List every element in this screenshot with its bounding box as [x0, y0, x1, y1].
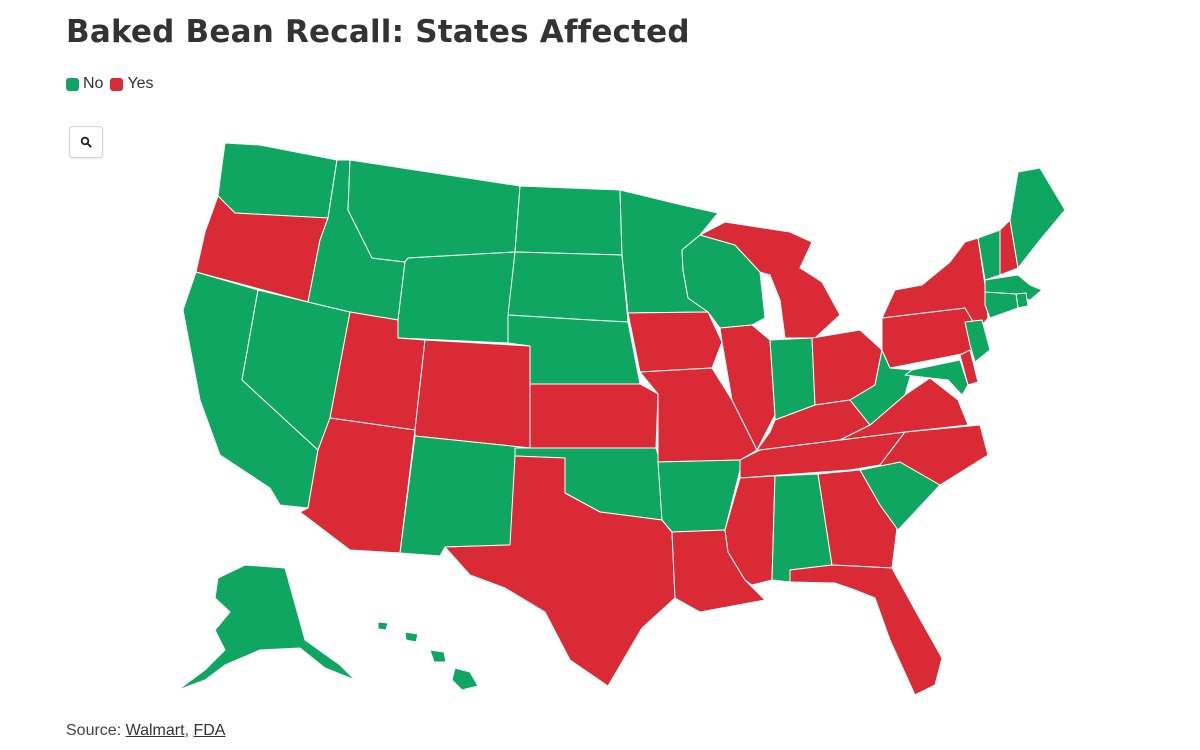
state-texas[interactable] [444, 455, 676, 687]
state-alaska[interactable] [177, 564, 356, 691]
state-hawaii-island-kauai[interactable] [377, 621, 389, 631]
legend: No Yes [66, 75, 161, 93]
state-illinois[interactable] [719, 324, 776, 451]
state-iowa[interactable] [627, 311, 723, 373]
state-hawaii-island-maui[interactable] [429, 649, 447, 663]
legend-item-no[interactable]: No [66, 75, 103, 93]
state-new-jersey[interactable] [964, 319, 991, 363]
state-colorado[interactable] [414, 339, 531, 449]
legend-item-yes[interactable]: Yes [110, 75, 154, 93]
state-florida[interactable] [789, 564, 943, 696]
page-title: Baked Bean Recall: States Affected [66, 14, 690, 50]
state-hawaii[interactable] [451, 667, 479, 691]
state-michigan[interactable] [699, 221, 841, 339]
zoom-search-button[interactable] [69, 126, 103, 158]
source-prefix: Source: [66, 722, 122, 739]
source-separator: , [184, 722, 190, 739]
state-delaware[interactable] [959, 349, 979, 386]
state-arizona[interactable] [299, 417, 416, 554]
legend-swatch-yes [110, 77, 124, 91]
state-north-dakota[interactable] [514, 185, 623, 256]
state-maine[interactable] [1009, 167, 1066, 269]
legend-label-no: No [83, 75, 104, 92]
search-icon [80, 136, 92, 148]
state-connecticut[interactable] [984, 291, 1019, 319]
state-washington[interactable] [217, 142, 338, 219]
source-note: Source: Walmart, FDA [66, 722, 225, 740]
state-montana[interactable] [347, 159, 521, 263]
state-wyoming[interactable] [397, 251, 516, 344]
state-missouri[interactable] [639, 367, 758, 463]
legend-label-yes: Yes [127, 75, 154, 92]
source-link-fda[interactable]: FDA [193, 722, 226, 739]
state-maryland[interactable] [904, 359, 969, 396]
state-west-virginia[interactable] [849, 349, 913, 426]
state-hawaii-island-oahu[interactable] [404, 631, 419, 643]
state-south-dakota[interactable] [507, 251, 629, 323]
state-kansas[interactable] [529, 383, 659, 449]
source-link-walmart[interactable]: Walmart [125, 722, 185, 739]
legend-swatch-no [66, 77, 79, 91]
